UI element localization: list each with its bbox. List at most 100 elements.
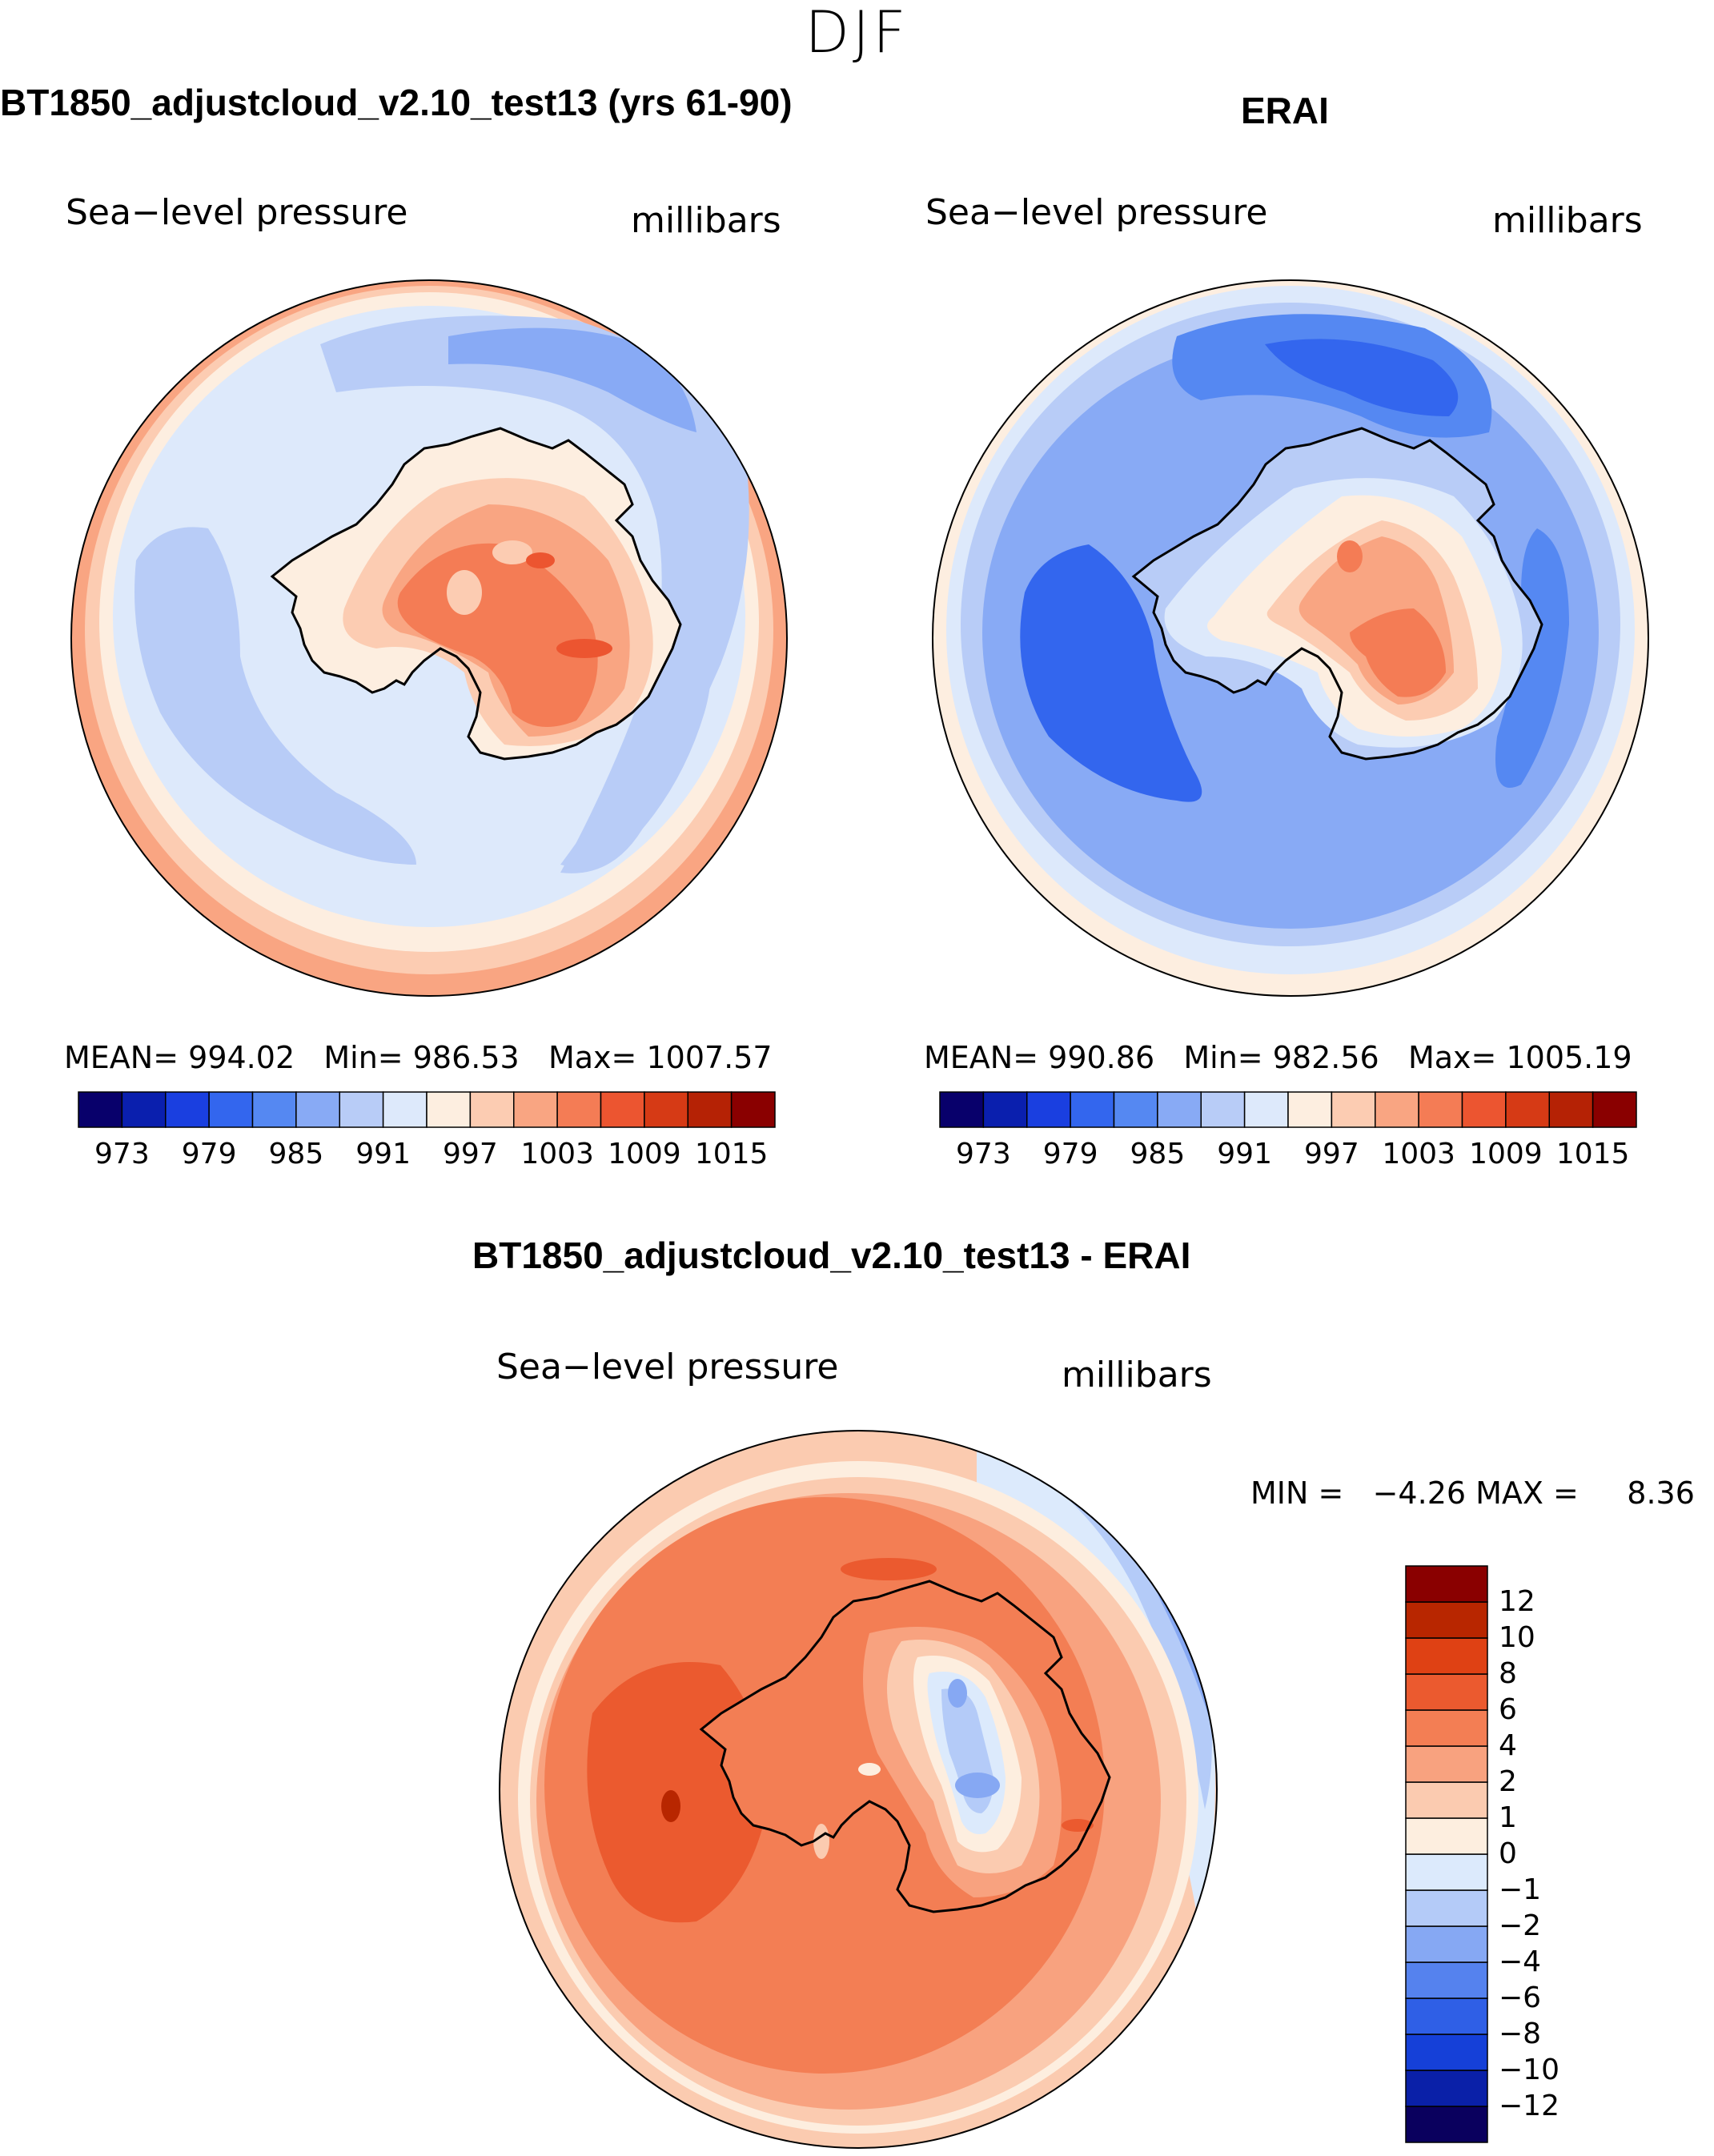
colorbar-tick-label: −2 bbox=[1499, 1909, 1542, 1942]
colorbar-swatch bbox=[1405, 1709, 1488, 1747]
colorbar-tick-label: 0 bbox=[1499, 1837, 1517, 1870]
colorbar-swatch bbox=[1026, 1091, 1071, 1128]
colorbar-swatch bbox=[1405, 1853, 1488, 1891]
colorbar-tick-label: −1 bbox=[1499, 1873, 1542, 1906]
panel2-title: ERAI bbox=[1241, 90, 1329, 131]
season-title: DJF bbox=[805, 0, 909, 66]
colorbar-tick-label: 979 bbox=[181, 1138, 237, 1170]
colorbar-swatch bbox=[1505, 1091, 1550, 1128]
colorbar-tick-label: 8 bbox=[1499, 1657, 1517, 1690]
colorbar-swatch bbox=[1405, 1565, 1488, 1603]
colorbar-tick-label: 997 bbox=[443, 1138, 498, 1170]
mean-label: MEAN= bbox=[64, 1040, 179, 1075]
colorbar-swatch bbox=[78, 1091, 123, 1128]
colorbar-tick-label: 6 bbox=[1499, 1693, 1517, 1726]
mean-value: 990.86 bbox=[1048, 1040, 1155, 1075]
colorbar-swatch bbox=[1405, 1601, 1488, 1639]
colorbar-swatch bbox=[1405, 1745, 1488, 1783]
panel2-map-border bbox=[932, 279, 1649, 997]
colorbar3 bbox=[1405, 1565, 1488, 2143]
colorbar-tick-label: −8 bbox=[1499, 2017, 1542, 2050]
min-label: Min= bbox=[323, 1040, 403, 1075]
panel3-stats: MIN = −4.26 MAX = 8.36 bbox=[1250, 1475, 1695, 1512]
colorbar-swatch bbox=[1070, 1091, 1115, 1128]
colorbar-swatch bbox=[295, 1091, 340, 1128]
colorbar2 bbox=[939, 1091, 1637, 1128]
panel1-map bbox=[71, 280, 787, 996]
colorbar-swatch bbox=[513, 1091, 558, 1128]
max-value: 1007.57 bbox=[646, 1040, 773, 1075]
colorbar-swatch bbox=[1592, 1091, 1637, 1128]
panel2-stats: MEAN= 990.86 Min= 982.56 Max= 1005.19 bbox=[924, 1039, 1632, 1076]
mean-label: MEAN= bbox=[924, 1040, 1039, 1075]
panel3-variable: Sea−level pressure bbox=[496, 1347, 839, 1387]
min-value: 982.56 bbox=[1272, 1040, 1379, 1075]
colorbar-swatch bbox=[339, 1091, 384, 1128]
colorbar-swatch bbox=[1405, 1781, 1488, 1819]
max-label: Max= bbox=[1407, 1040, 1497, 1075]
colorbar-swatch bbox=[556, 1091, 602, 1128]
colorbar-swatch bbox=[1243, 1091, 1289, 1128]
colorbar-swatch bbox=[1405, 2070, 1488, 2107]
colorbar-tick-label: 4 bbox=[1499, 1729, 1517, 1762]
colorbar-swatch bbox=[1405, 1925, 1488, 1963]
colorbar-swatch bbox=[1405, 2106, 1488, 2143]
colorbar-swatch bbox=[730, 1091, 776, 1128]
colorbar-swatch bbox=[121, 1091, 167, 1128]
colorbar-tick-label: 973 bbox=[956, 1138, 1011, 1170]
colorbar-tick-label: 973 bbox=[94, 1138, 150, 1170]
colorbar-tick-label: 1009 bbox=[608, 1138, 681, 1170]
colorbar-tick-label: 991 bbox=[355, 1138, 411, 1170]
colorbar-tick-label: 1015 bbox=[1555, 1138, 1630, 1170]
colorbar-swatch bbox=[687, 1091, 733, 1128]
panel3-map-border bbox=[499, 1430, 1218, 2149]
colorbar-tick-label: 979 bbox=[1042, 1138, 1098, 1170]
colorbar-swatch bbox=[600, 1091, 645, 1128]
panel1-units: millibars bbox=[631, 200, 781, 241]
colorbar-swatch bbox=[1548, 1091, 1594, 1128]
colorbar-tick-label: −10 bbox=[1499, 2054, 1559, 2086]
colorbar-tick-label: −4 bbox=[1499, 1945, 1542, 1978]
colorbar-tick-label: 2 bbox=[1499, 1765, 1517, 1798]
max-value: 8.36 bbox=[1627, 1475, 1695, 1511]
colorbar-swatch bbox=[1287, 1091, 1333, 1128]
min-label: Min= bbox=[1183, 1040, 1263, 1075]
colorbar-tick-label: 12 bbox=[1499, 1585, 1535, 1618]
panel3-title: BT1850_adjustcloud_v2.10_test13 - ERAI bbox=[472, 1235, 1191, 1276]
colorbar-swatch bbox=[1418, 1091, 1463, 1128]
colorbar-tick-label: 1003 bbox=[520, 1138, 594, 1170]
colorbar-tick-label: 1015 bbox=[694, 1138, 769, 1170]
colorbar-swatch bbox=[1157, 1091, 1202, 1128]
colorbar-swatch bbox=[1113, 1091, 1158, 1128]
colorbar-swatch bbox=[1405, 1637, 1488, 1675]
colorbar-tick-label: −12 bbox=[1499, 2090, 1559, 2122]
min-label: MIN = bbox=[1250, 1475, 1344, 1511]
colorbar-swatch bbox=[426, 1091, 472, 1128]
colorbar1 bbox=[78, 1091, 776, 1128]
panel1-map-border bbox=[70, 279, 788, 997]
panel1-variable: Sea−level pressure bbox=[66, 192, 408, 233]
colorbar-swatch bbox=[1405, 1997, 1488, 2035]
colorbar-tick-label: 10 bbox=[1499, 1621, 1535, 1654]
panel3-units: millibars bbox=[1062, 1355, 1212, 1395]
panel1-stats: MEAN= 994.02 Min= 986.53 Max= 1007.57 bbox=[64, 1039, 773, 1076]
colorbar-swatch bbox=[251, 1091, 297, 1128]
colorbar-swatch bbox=[382, 1091, 427, 1128]
colorbar-swatch bbox=[1405, 1889, 1488, 1927]
panel2-variable: Sea−level pressure bbox=[925, 192, 1268, 233]
panel1-title: BT1850_adjustcloud_v2.10_test13 (yrs 61-… bbox=[0, 82, 793, 123]
colorbar-tick-label: 1003 bbox=[1382, 1138, 1455, 1170]
max-label: MAX = bbox=[1475, 1475, 1579, 1511]
max-label: Max= bbox=[548, 1040, 637, 1075]
colorbar-swatch bbox=[1405, 2034, 1488, 2071]
colorbar-swatch bbox=[1405, 1817, 1488, 1855]
colorbar-swatch bbox=[982, 1091, 1028, 1128]
max-value: 1005.19 bbox=[1506, 1040, 1632, 1075]
colorbar-swatch bbox=[165, 1091, 210, 1128]
mean-value: 994.02 bbox=[188, 1040, 295, 1075]
colorbar-swatch bbox=[1331, 1091, 1376, 1128]
min-value: 986.53 bbox=[412, 1040, 520, 1075]
min-value: −4.26 bbox=[1372, 1475, 1467, 1511]
panel2-units: millibars bbox=[1492, 200, 1643, 241]
colorbar-tick-label: 1009 bbox=[1469, 1138, 1543, 1170]
